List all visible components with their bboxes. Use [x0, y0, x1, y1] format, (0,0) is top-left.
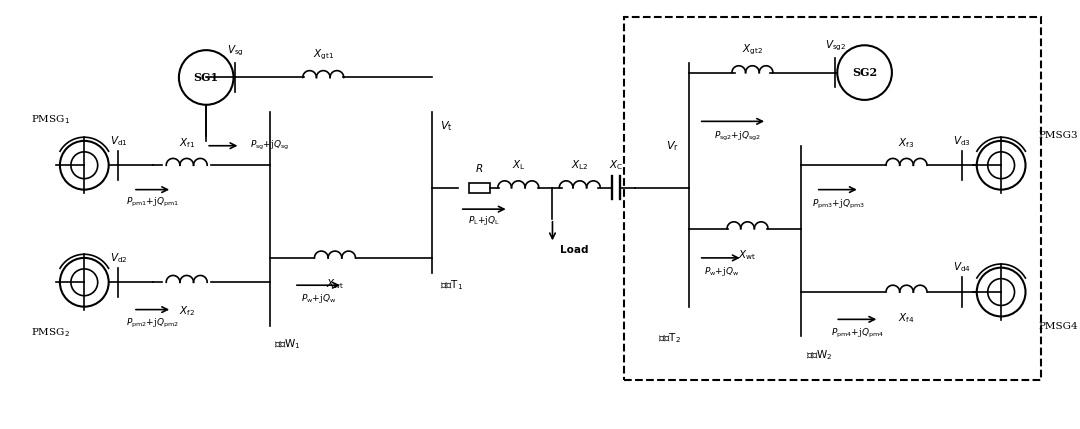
- Text: $V_{\rm d2}$: $V_{\rm d2}$: [110, 251, 127, 265]
- Text: 母线W$_2$: 母线W$_2$: [806, 348, 833, 363]
- Text: $R$: $R$: [475, 162, 484, 174]
- Text: $X_{\rm wt}$: $X_{\rm wt}$: [739, 248, 757, 262]
- Text: $V_{\rm r}$: $V_{\rm r}$: [666, 139, 679, 153]
- Text: SG1: SG1: [193, 72, 219, 83]
- Text: 母线T$_1$: 母线T$_1$: [441, 278, 463, 292]
- Text: $X_{\rm f4}$: $X_{\rm f4}$: [899, 311, 915, 325]
- Text: $V_{\rm sg}$: $V_{\rm sg}$: [227, 44, 244, 58]
- Text: 母线W$_1$: 母线W$_1$: [274, 337, 301, 350]
- Text: PMSG3: PMSG3: [1038, 131, 1078, 140]
- Text: PMSG4: PMSG4: [1038, 322, 1078, 331]
- Text: $P_{\rm pm3}$+j$Q_{\rm pm3}$: $P_{\rm pm3}$+j$Q_{\rm pm3}$: [812, 198, 865, 211]
- Text: $V_{\rm d1}$: $V_{\rm d1}$: [109, 134, 127, 148]
- Text: $X_{\rm f2}$: $X_{\rm f2}$: [178, 304, 194, 317]
- Text: $P_{\rm sg2}$+j$Q_{\rm sg2}$: $P_{\rm sg2}$+j$Q_{\rm sg2}$: [714, 130, 761, 142]
- Text: $P_{\rm L}$+j$Q_{\rm L}$: $P_{\rm L}$+j$Q_{\rm L}$: [468, 214, 500, 227]
- Text: PMSG$_2$: PMSG$_2$: [30, 326, 69, 339]
- Text: $P_{\rm pm1}$+j$Q_{\rm pm1}$: $P_{\rm pm1}$+j$Q_{\rm pm1}$: [126, 196, 179, 209]
- Text: $X_{\rm gt2}$: $X_{\rm gt2}$: [742, 42, 762, 57]
- Text: $P_{\rm w}$+j$Q_{\rm w}$: $P_{\rm w}$+j$Q_{\rm w}$: [703, 265, 739, 278]
- Text: $X_{\rm L2}$: $X_{\rm L2}$: [571, 158, 589, 172]
- Text: $V_{\rm sg2}$: $V_{\rm sg2}$: [825, 39, 846, 53]
- Text: $P_{\rm pm4}$+j$Q_{\rm pm4}$: $P_{\rm pm4}$+j$Q_{\rm pm4}$: [832, 326, 885, 340]
- Text: $P_{\rm sg}$+j$Q_{\rm sg}$: $P_{\rm sg}$+j$Q_{\rm sg}$: [251, 139, 289, 152]
- Bar: [469, 183, 490, 193]
- Text: $X_{\rm f3}$: $X_{\rm f3}$: [899, 136, 915, 150]
- Text: 母线T$_2$: 母线T$_2$: [659, 331, 681, 345]
- Text: $X_{\rm gt1}$: $X_{\rm gt1}$: [313, 48, 334, 62]
- Text: $X_{\rm C}$: $X_{\rm C}$: [609, 158, 623, 172]
- Text: $P_{\rm w}$+j$Q_{\rm w}$: $P_{\rm w}$+j$Q_{\rm w}$: [301, 293, 336, 305]
- Text: $P_{\rm pm2}$+j$Q_{\rm pm2}$: $P_{\rm pm2}$+j$Q_{\rm pm2}$: [126, 317, 179, 330]
- Text: $X_{\rm wt}$: $X_{\rm wt}$: [326, 278, 345, 291]
- Text: $V_{\rm d4}$: $V_{\rm d4}$: [954, 261, 971, 275]
- Text: $V_{\rm t}$: $V_{\rm t}$: [441, 119, 453, 133]
- Text: $V_{\rm d3}$: $V_{\rm d3}$: [954, 134, 971, 148]
- Text: PMSG$_1$: PMSG$_1$: [30, 113, 70, 126]
- Text: $X_{\rm L}$: $X_{\rm L}$: [512, 158, 525, 172]
- Text: SG2: SG2: [852, 67, 877, 78]
- Text: $X_{\rm f1}$: $X_{\rm f1}$: [178, 136, 194, 150]
- Text: Load: Load: [561, 245, 589, 255]
